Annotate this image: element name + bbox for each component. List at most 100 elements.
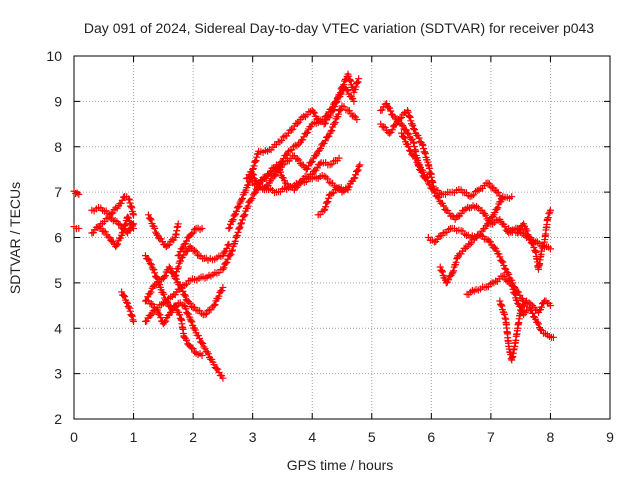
data-point [494,204,502,212]
data-point [187,317,195,325]
data-point [143,296,151,304]
data-point [231,237,239,245]
data-point [346,76,354,84]
data-point [148,310,156,318]
data-point [227,250,235,258]
data-point [508,193,516,201]
data-point [347,77,355,85]
data-point [325,178,333,186]
data-point [428,185,436,193]
data-point [399,110,407,118]
data-point [287,126,295,134]
data-point [436,263,444,271]
data-point [523,227,531,235]
data-point [500,310,508,318]
data-point [335,107,343,115]
data-point [405,112,413,120]
data-point [215,292,223,300]
data-point [119,228,127,236]
data-point [175,263,183,271]
data-point [228,217,236,225]
data-point [303,128,311,136]
data-point [399,122,407,130]
data-point [244,181,252,189]
data-point [146,215,154,223]
data-point [184,310,192,318]
data-point [100,227,108,235]
data-point [252,157,260,165]
data-point [387,107,395,115]
data-point [320,206,328,214]
y-tick-label: 8 [54,139,62,155]
data-point [219,283,227,291]
data-point [147,300,155,308]
x-tick-label: 6 [427,429,435,445]
data-point [219,265,227,273]
data-point [401,134,409,142]
data-point [168,269,176,277]
data-point [151,269,159,277]
data-point [324,133,332,141]
data-point [523,297,531,305]
data-point [494,216,502,224]
data-point [344,186,352,194]
data-point [448,270,456,278]
x-tick-label: 9 [606,429,614,445]
data-point [381,123,389,131]
data-point [321,137,329,145]
data-point [144,211,152,219]
data-point [438,267,446,275]
data-point [453,255,461,263]
data-point [240,212,248,220]
data-point [448,212,456,220]
data-point [298,113,306,121]
data-point [504,269,512,277]
data-point [493,205,501,213]
data-point [549,333,557,341]
data-point [433,193,441,201]
data-point [234,228,242,236]
data-point [253,153,261,161]
data-point [233,232,241,240]
data-point [228,247,236,255]
data-point [214,365,222,373]
data-point [75,190,83,198]
data-point [307,158,315,166]
data-point [130,211,138,219]
data-point [461,230,469,238]
data-point [185,298,193,306]
data-point [188,230,196,238]
data-point [404,106,412,114]
data-point [226,224,234,232]
data-point [546,206,554,214]
data-point [429,186,437,194]
data-point [94,224,102,232]
x-tick-label: 4 [308,429,316,445]
data-point [473,202,481,210]
data-point [354,78,362,86]
data-point [223,258,231,266]
data-point [380,123,388,131]
data-point [471,203,479,211]
data-point [247,196,255,204]
data-point [73,189,81,197]
data-point [409,125,417,133]
data-point [165,263,173,271]
data-point [244,202,252,210]
data-point [353,167,361,175]
data-point [275,162,283,170]
data-point [114,240,122,248]
data-point [345,72,353,80]
data-point [115,220,123,228]
data-point [238,196,246,204]
data-point [337,90,345,98]
data-point [510,289,518,297]
data-point [120,225,128,233]
data-point [388,126,396,134]
data-point [457,210,465,218]
data-point [179,287,187,295]
x-tick-label: 0 [70,429,78,445]
data-point [144,255,152,263]
data-point [225,224,233,232]
data-point [75,224,83,232]
